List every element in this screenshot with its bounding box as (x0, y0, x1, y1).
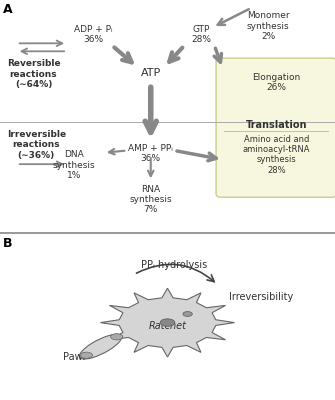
Text: AMP + PPᵢ
36%: AMP + PPᵢ 36% (128, 144, 173, 163)
Text: Reversible
reactions
(∼64%): Reversible reactions (∼64%) (7, 59, 60, 89)
Text: ATP: ATP (141, 68, 161, 78)
Polygon shape (100, 288, 234, 357)
Text: B: B (3, 236, 13, 250)
Text: A: A (3, 4, 13, 16)
Text: Monomer
synthesis
2%: Monomer synthesis 2% (247, 11, 289, 41)
Text: Irreversibility: Irreversibility (229, 292, 293, 302)
Text: Translation: Translation (246, 120, 307, 130)
Circle shape (111, 334, 123, 340)
Text: Pawl: Pawl (63, 352, 85, 362)
Text: RNA
synthesis
7%: RNA synthesis 7% (129, 185, 172, 214)
Text: Ratchet: Ratchet (148, 321, 187, 331)
Text: Elongation
26%: Elongation 26% (252, 73, 300, 92)
Ellipse shape (79, 334, 122, 359)
Circle shape (183, 312, 192, 316)
FancyBboxPatch shape (216, 58, 335, 197)
Text: ADP + Pᵢ
36%: ADP + Pᵢ 36% (74, 24, 113, 44)
Text: PPᵢ hydrolysis: PPᵢ hydrolysis (141, 260, 207, 270)
Circle shape (160, 319, 175, 326)
Text: GTP
28%: GTP 28% (191, 24, 211, 44)
Text: Irreversible
reactions
(∼36%): Irreversible reactions (∼36%) (7, 130, 66, 160)
Circle shape (80, 352, 92, 358)
Text: DNA
synthesis
1%: DNA synthesis 1% (52, 150, 95, 180)
Text: Amino acid and
aminoacyl-tRNA
synthesis
28%: Amino acid and aminoacyl-tRNA synthesis … (243, 134, 310, 175)
